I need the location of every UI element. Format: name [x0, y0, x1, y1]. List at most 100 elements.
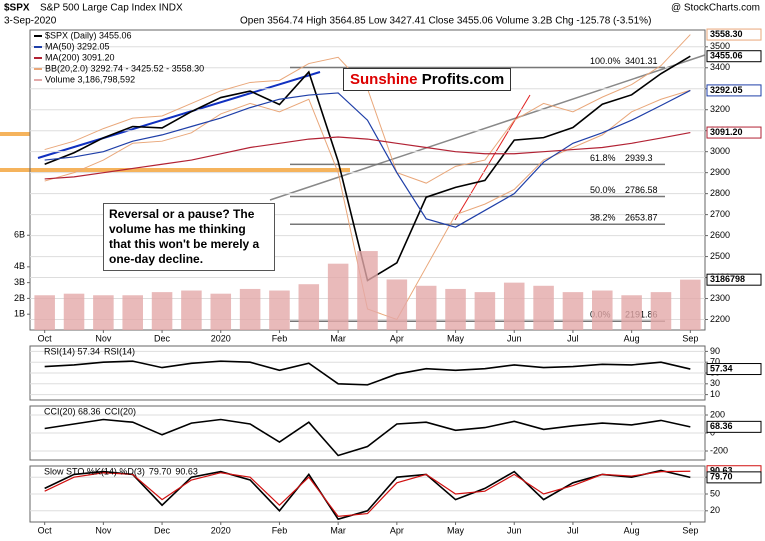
x-tick-label: 2020 — [211, 525, 231, 535]
y-tick-label: 20 — [710, 505, 720, 515]
volume-bar — [151, 292, 173, 330]
volume-bar — [327, 263, 349, 330]
y-tick-label: 50 — [710, 488, 720, 498]
value-box-label: 3558.30 — [710, 29, 743, 39]
trend-line — [37, 71, 321, 159]
panel-title: CCI(20) 68.36 — [44, 406, 101, 416]
x-tick-label: Feb — [272, 525, 288, 535]
x-tick-label: Sep — [682, 525, 698, 535]
y2-tick-label: 3B — [14, 277, 25, 287]
y-tick-label: 3000 — [710, 146, 730, 156]
trend-line — [454, 94, 531, 221]
value-box — [706, 28, 762, 41]
x-tick-label: Nov — [95, 333, 112, 343]
volume-bar — [269, 290, 290, 330]
value-box — [706, 471, 762, 484]
value-box — [706, 126, 762, 139]
value-box — [706, 420, 762, 433]
volume-bar — [34, 295, 55, 330]
volume-bar — [386, 279, 408, 330]
volume-bar — [122, 295, 143, 330]
y-tick-label: 2500 — [710, 251, 730, 261]
y-tick-label: 3500 — [710, 41, 730, 51]
annotation: Reversal or a pause? The volume has me t… — [103, 203, 275, 271]
x-tick-label: Mar — [330, 525, 346, 535]
volume-bar — [210, 293, 232, 330]
fib-label: 100.0% — [590, 56, 621, 66]
source: @ StockCharts.com — [671, 3, 760, 14]
quote: Open 3564.74 High 3564.85 Low 3427.41 Cl… — [240, 16, 651, 27]
panel-title: RSI(14) 57.34 — [44, 346, 100, 356]
y-tick-label: 70 — [710, 357, 720, 367]
legend-entry: 79.70 — [149, 466, 172, 476]
volume-bar — [562, 292, 584, 330]
x-tick-label: Oct — [38, 525, 53, 535]
series-line — [44, 470, 691, 518]
value-box-label: 79.70 — [710, 472, 733, 482]
legend-entry: $SPX (Daily) 3455.06 — [45, 30, 132, 40]
y-tick-label: 30 — [710, 378, 720, 388]
y-tick-label: 10 — [710, 389, 720, 399]
y-tick-label: 2900 — [710, 167, 730, 177]
value-box-label: 3292.05 — [710, 85, 743, 95]
volume-bar — [592, 290, 613, 330]
volume-bar — [63, 293, 85, 330]
legend-entry: MA(200) 3091.20 — [45, 52, 115, 62]
series-line — [44, 469, 691, 521]
y2-tick-label: 1B — [14, 309, 25, 319]
y-tick-label: 2700 — [710, 209, 730, 219]
y-tick-label: 2600 — [710, 230, 730, 240]
fib-value: 2653.87 — [625, 213, 658, 223]
symbol: $SPX — [4, 3, 30, 14]
fib-label: 38.2% — [590, 213, 616, 223]
x-tick-label: Apr — [390, 525, 404, 535]
legend-entry: Volume 3,186,798,592 — [45, 74, 135, 84]
fib-value: 2786.58 — [625, 185, 658, 195]
series-line — [44, 131, 691, 180]
date: 3-Sep-2020 — [4, 16, 57, 27]
y-tick-label: 3400 — [710, 62, 730, 72]
fib-label: 50.0% — [590, 185, 616, 195]
volume-bar — [357, 251, 378, 330]
x-tick-label: May — [447, 525, 465, 535]
y2-tick-label: 6B — [14, 230, 25, 240]
logo-part: Sunshine — [350, 71, 418, 88]
x-tick-label: Jun — [507, 333, 522, 343]
x-tick-label: 2020 — [211, 333, 231, 343]
x-tick-label: Jul — [567, 525, 579, 535]
value-box-label: 3091.20 — [710, 127, 743, 137]
y-tick-label: 2300 — [710, 293, 730, 303]
x-tick-label: May — [447, 333, 465, 343]
y-tick-label: 90 — [710, 346, 720, 356]
x-tick-label: Jun — [507, 525, 522, 535]
y2-tick-label: 2B — [14, 293, 25, 303]
volume-bar — [181, 290, 202, 330]
y-tick-label: 2800 — [710, 188, 730, 198]
legend-entry: BB(20,2.0) 3292.74 - 3425.52 - 3558.30 — [45, 63, 204, 73]
series-line — [44, 360, 691, 386]
volume-bar — [533, 285, 554, 330]
legend-entry: MA(50) 3292.05 — [45, 41, 110, 51]
volume-bar — [650, 292, 672, 330]
value-box-label: 68.36 — [710, 421, 733, 431]
panel-title: Slow STO %K(14) %D(3) — [44, 466, 145, 476]
legend-entry: CCI(20) — [105, 406, 137, 416]
volume-bar — [445, 288, 466, 330]
volume-bar — [93, 295, 114, 330]
volume-bar — [298, 284, 320, 330]
x-tick-label: Jul — [567, 333, 579, 343]
value-box — [706, 273, 762, 286]
volume-bar — [474, 292, 496, 330]
logo: Sunshine Profits.com — [343, 68, 512, 91]
value-box — [706, 363, 762, 376]
fib-value: 3401.31 — [625, 56, 658, 66]
x-tick-label: Aug — [624, 333, 640, 343]
value-box-label: 3186798 — [710, 274, 745, 284]
y-tick-label: -200 — [710, 445, 728, 455]
x-tick-label: Oct — [38, 333, 53, 343]
value-box — [706, 50, 762, 63]
volume-bar — [503, 282, 525, 330]
x-tick-label: Feb — [272, 333, 288, 343]
volume-bar — [415, 285, 437, 330]
